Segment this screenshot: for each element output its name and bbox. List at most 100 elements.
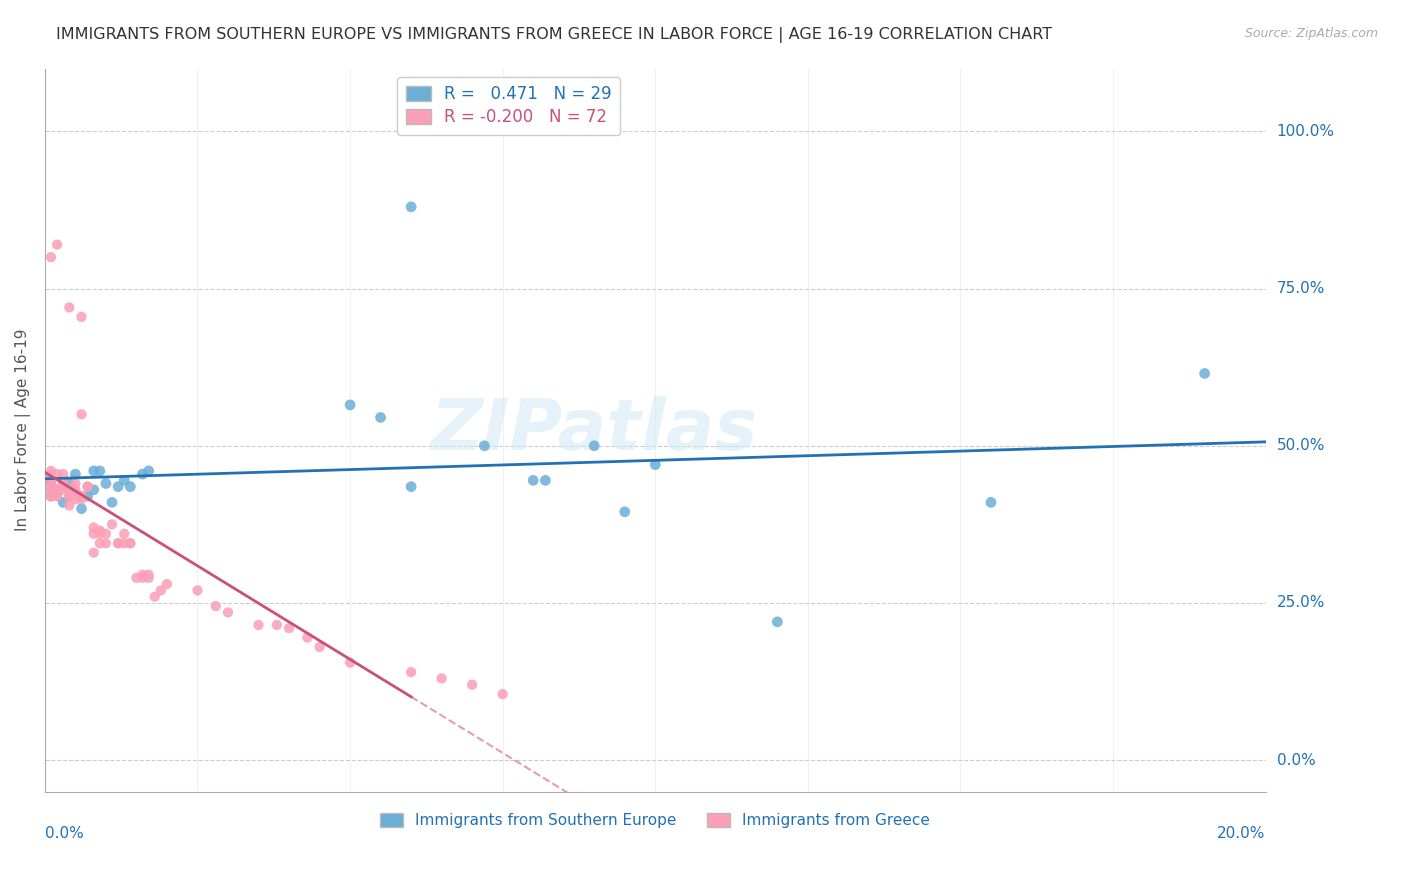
Point: [39, 489, 62, 503]
Point: [83, 464, 105, 478]
Point: [120, 480, 142, 494]
Point: [52, 495, 75, 509]
Point: [131, 467, 153, 481]
Point: [107, 480, 129, 494]
Point: [430, 672, 453, 686]
Point: [247, 618, 270, 632]
Point: [39, 476, 62, 491]
Point: [125, 571, 148, 585]
Point: [46, 237, 69, 252]
Point: [65, 476, 87, 491]
Point: [131, 571, 153, 585]
Point: [83, 526, 105, 541]
Point: [39, 489, 62, 503]
Point: [70, 501, 93, 516]
Point: [52, 480, 75, 494]
Point: [39, 483, 62, 497]
Point: [39, 467, 62, 481]
Point: [46, 483, 69, 497]
Point: [58, 476, 80, 491]
Point: [58, 499, 80, 513]
Point: [339, 656, 361, 670]
Point: [112, 536, 135, 550]
Point: [644, 458, 666, 472]
Point: [89, 524, 111, 538]
Point: [52, 467, 75, 481]
Point: [149, 583, 172, 598]
Text: 20.0%: 20.0%: [1218, 826, 1265, 841]
Point: [65, 483, 87, 497]
Point: [131, 567, 153, 582]
Point: [94, 476, 117, 491]
Point: [76, 480, 98, 494]
Point: [101, 517, 124, 532]
Point: [52, 476, 75, 491]
Point: [266, 618, 288, 632]
Point: [70, 489, 93, 503]
Point: [76, 489, 98, 503]
Point: [101, 495, 124, 509]
Point: [138, 464, 160, 478]
Point: [70, 408, 93, 422]
Point: [89, 536, 111, 550]
Point: [308, 640, 330, 654]
Point: [339, 398, 361, 412]
Point: [46, 467, 69, 481]
Point: [613, 505, 636, 519]
Point: [217, 606, 239, 620]
Point: [370, 410, 392, 425]
Text: 0.0%: 0.0%: [45, 826, 83, 841]
Point: [120, 536, 142, 550]
Point: [1194, 367, 1216, 381]
Point: [83, 483, 105, 497]
Point: [46, 489, 69, 503]
Point: [76, 480, 98, 494]
Legend: Immigrants from Southern Europe, Immigrants from Greece: Immigrants from Southern Europe, Immigra…: [374, 807, 936, 835]
Point: [138, 571, 160, 585]
Point: [46, 483, 69, 497]
Point: [52, 476, 75, 491]
Point: [399, 480, 422, 494]
Point: [461, 678, 484, 692]
Text: ZIPatlas: ZIPatlas: [430, 395, 758, 465]
Point: [766, 615, 789, 629]
Point: [46, 483, 69, 497]
Point: [980, 495, 1002, 509]
Point: [94, 526, 117, 541]
Point: [52, 483, 75, 497]
Text: 100.0%: 100.0%: [1277, 124, 1334, 139]
Point: [65, 492, 87, 507]
Point: [58, 301, 80, 315]
Point: [70, 489, 93, 503]
Point: [58, 489, 80, 503]
Point: [156, 577, 179, 591]
Point: [39, 470, 62, 484]
Point: [94, 536, 117, 550]
Y-axis label: In Labor Force | Age 16-19: In Labor Force | Age 16-19: [15, 329, 31, 532]
Point: [39, 489, 62, 503]
Point: [112, 526, 135, 541]
Point: [39, 489, 62, 503]
Point: [492, 687, 515, 701]
Point: [186, 583, 208, 598]
Point: [46, 489, 69, 503]
Point: [70, 310, 93, 324]
Point: [58, 489, 80, 503]
Point: [89, 464, 111, 478]
Point: [89, 526, 111, 541]
Text: 50.0%: 50.0%: [1277, 438, 1324, 453]
Text: IMMIGRANTS FROM SOUTHERN EUROPE VS IMMIGRANTS FROM GREECE IN LABOR FORCE | AGE 1: IMMIGRANTS FROM SOUTHERN EUROPE VS IMMIG…: [56, 27, 1052, 43]
Point: [70, 489, 93, 503]
Point: [107, 536, 129, 550]
Point: [39, 250, 62, 264]
Point: [399, 200, 422, 214]
Text: Source: ZipAtlas.com: Source: ZipAtlas.com: [1244, 27, 1378, 40]
Point: [83, 520, 105, 534]
Point: [534, 474, 557, 488]
Text: 25.0%: 25.0%: [1277, 596, 1324, 610]
Point: [399, 665, 422, 680]
Point: [297, 631, 319, 645]
Point: [278, 621, 301, 635]
Text: 75.0%: 75.0%: [1277, 281, 1324, 296]
Point: [39, 464, 62, 478]
